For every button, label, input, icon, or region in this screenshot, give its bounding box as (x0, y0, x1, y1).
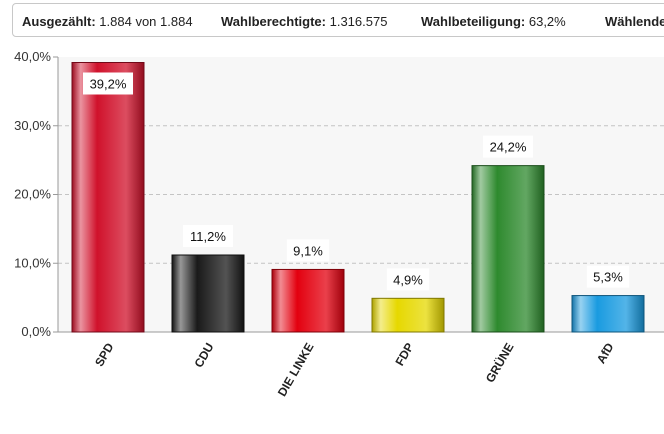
election-summary-bar: Ausgezählt: 1.884 von 1.884 Wahlberechti… (12, 3, 664, 37)
grid-lines (58, 125, 664, 264)
eligible-stat: Wahlberechtigte: 1.316.575 (221, 14, 387, 29)
bar-cdu[interactable] (171, 254, 245, 333)
counted-stat: Ausgezählt: 1.884 von 1.884 (22, 14, 193, 29)
y-tick-label: 0,0% (21, 324, 51, 339)
y-tick-label: 30,0% (14, 118, 51, 133)
bar-grüne[interactable] (471, 165, 545, 333)
eligible-label: Wahlberechtigte: (221, 14, 326, 29)
value-label: 4,9% (393, 272, 423, 287)
value-label: 5,3% (593, 270, 623, 285)
value-label: 24,2% (490, 140, 527, 155)
value-label: 9,1% (293, 243, 323, 258)
category-label: DIE LINKE (275, 341, 317, 399)
turnout-label: Wahlbeteiligung: (421, 14, 526, 29)
bar-fdp[interactable] (371, 297, 445, 333)
category-label: AfD (594, 340, 617, 366)
category-label: GRÜNE (482, 340, 517, 385)
bars: 39,2% 11,2% 9,1% 4,9% 24,2% 5,3% (71, 62, 645, 333)
voters-stat: Wählende: (605, 14, 664, 29)
category-labels: SPD CDU DIE LINKE FDP GRÜNE AfD (92, 340, 617, 399)
counted-label: Ausgezählt: (22, 14, 96, 29)
bar-spd[interactable] (71, 62, 145, 333)
value-label-box (483, 135, 533, 158)
y-tick-label: 40,0% (14, 49, 51, 64)
value-label-box (183, 225, 233, 247)
y-axis-ticks: 0,0% 10,0% 20,0% 30,0% 40,0% (14, 49, 58, 339)
eligible-value: 1.316.575 (329, 14, 388, 29)
value-label-box (386, 268, 430, 291)
turnout-stat: Wahlbeteiligung: 63,2% (421, 14, 566, 29)
value-label-box (586, 265, 630, 288)
bar-die-linke[interactable] (271, 268, 345, 333)
bar-afd[interactable] (571, 295, 645, 333)
value-label: 39,2% (90, 77, 127, 92)
value-label-box (286, 239, 330, 262)
category-label: FDP (392, 341, 416, 369)
turnout-value: 63,2% (528, 14, 566, 29)
category-label: SPD (92, 340, 117, 369)
y-tick-label: 20,0% (14, 187, 51, 202)
value-label: 11,2% (190, 229, 226, 244)
value-label-box (83, 72, 133, 95)
counted-value: 1.884 von 1.884 (99, 14, 193, 29)
y-tick-label: 10,0% (14, 255, 51, 270)
voters-label: Wählende: (605, 14, 664, 29)
category-label: CDU (191, 341, 216, 371)
